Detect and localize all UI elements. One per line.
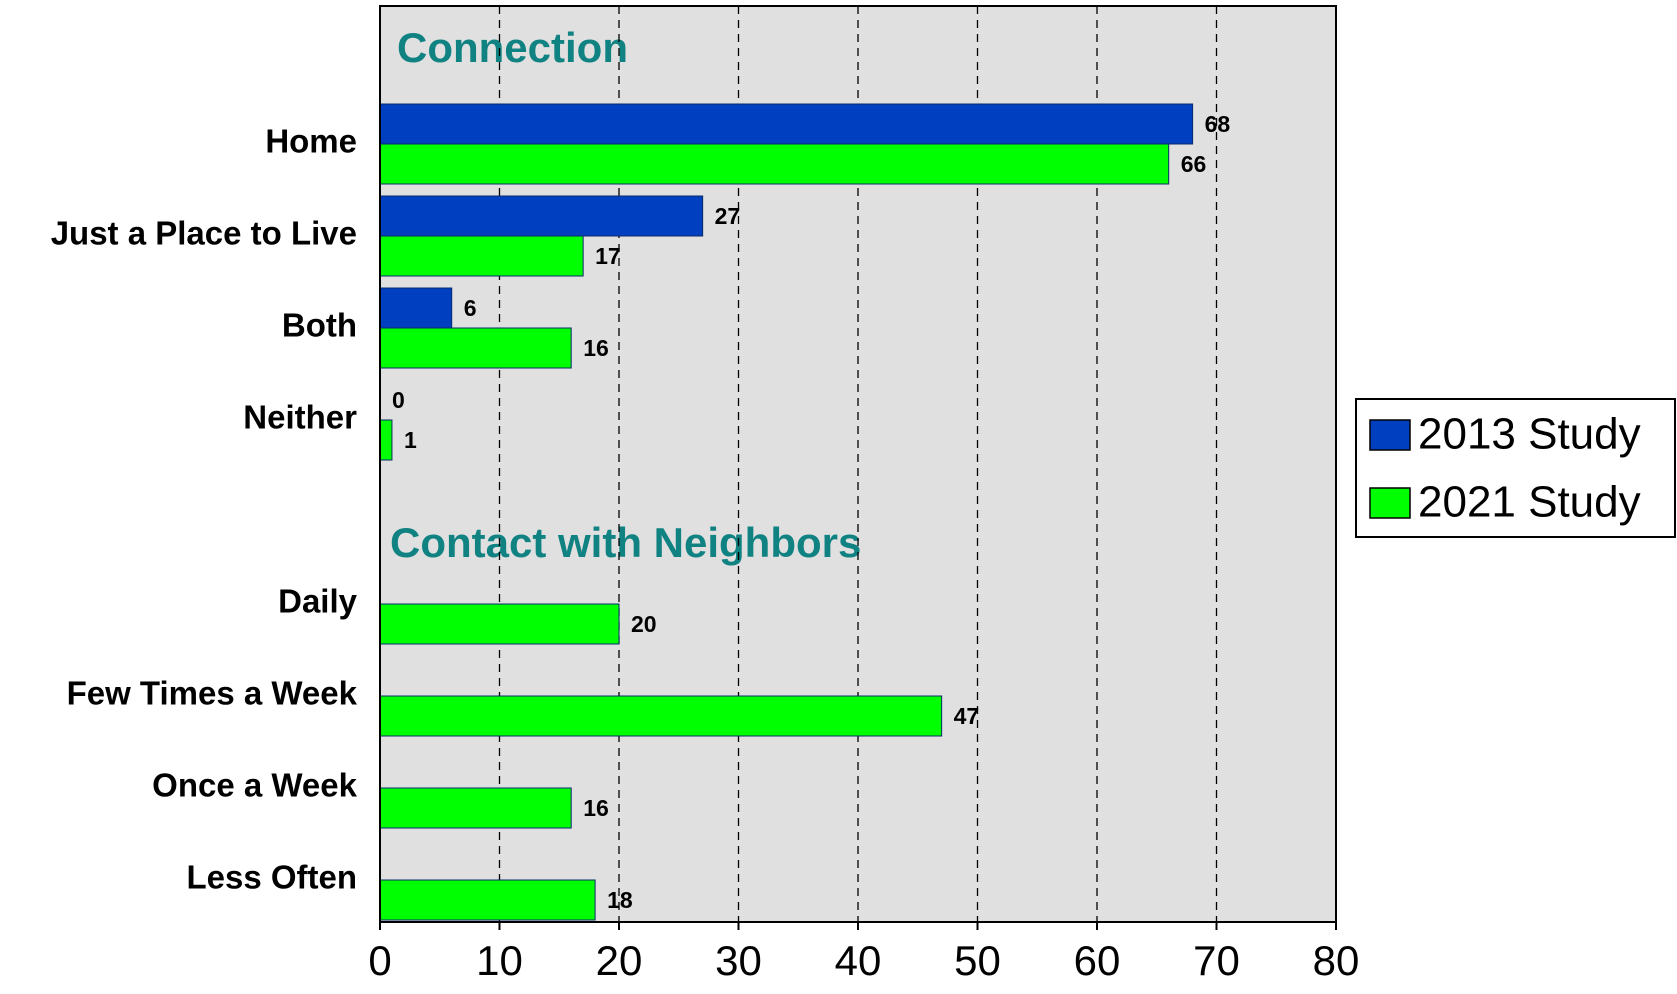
category-label: Neither bbox=[243, 399, 357, 436]
section-heading: Contact with Neighbors bbox=[390, 519, 861, 566]
x-tick-label: 40 bbox=[835, 937, 882, 984]
bar bbox=[379, 695, 943, 737]
x-tick-label: 50 bbox=[954, 937, 1001, 984]
legend-label: 2021 Study bbox=[1418, 478, 1641, 527]
bar bbox=[379, 419, 393, 461]
category-label: Less Often bbox=[186, 859, 357, 896]
value-label: 16 bbox=[583, 335, 609, 361]
legend-swatch bbox=[1369, 487, 1411, 519]
value-label: 66 bbox=[1181, 151, 1207, 177]
value-label: 18 bbox=[607, 887, 633, 913]
value-label: 0 bbox=[392, 387, 405, 413]
bar bbox=[379, 879, 596, 921]
category-label: Home bbox=[265, 123, 357, 160]
category-label: Once a Week bbox=[152, 767, 357, 804]
value-label: 47 bbox=[954, 703, 980, 729]
legend-label: 2013 Study bbox=[1418, 410, 1641, 459]
bar bbox=[379, 327, 572, 369]
bar bbox=[379, 103, 1194, 145]
value-label: 6 bbox=[464, 295, 477, 321]
bar bbox=[379, 195, 704, 237]
x-tick-label: 0 bbox=[368, 937, 391, 984]
value-label: 68 bbox=[1205, 111, 1231, 137]
category-label: Daily bbox=[278, 583, 358, 620]
x-tick-label: 60 bbox=[1074, 937, 1121, 984]
bar bbox=[379, 143, 1170, 185]
x-tick-label: 80 bbox=[1313, 937, 1360, 984]
value-label: 20 bbox=[631, 611, 657, 637]
section-heading: Connection bbox=[397, 24, 628, 71]
value-label: 27 bbox=[715, 203, 741, 229]
bar bbox=[379, 287, 453, 329]
category-label: Few Times a Week bbox=[67, 675, 358, 712]
value-label: 16 bbox=[583, 795, 609, 821]
category-label: Just a Place to Live bbox=[51, 215, 357, 252]
value-label: 17 bbox=[595, 243, 621, 269]
bar bbox=[379, 603, 620, 645]
bar bbox=[379, 787, 572, 829]
legend-swatch bbox=[1369, 419, 1411, 451]
value-label: 1 bbox=[404, 427, 417, 453]
x-tick-label: 20 bbox=[596, 937, 643, 984]
category-label: Both bbox=[282, 307, 357, 344]
x-tick-label: 30 bbox=[715, 937, 762, 984]
x-tick-label: 10 bbox=[476, 937, 523, 984]
bar bbox=[379, 235, 584, 277]
x-tick-label: 70 bbox=[1193, 937, 1240, 984]
